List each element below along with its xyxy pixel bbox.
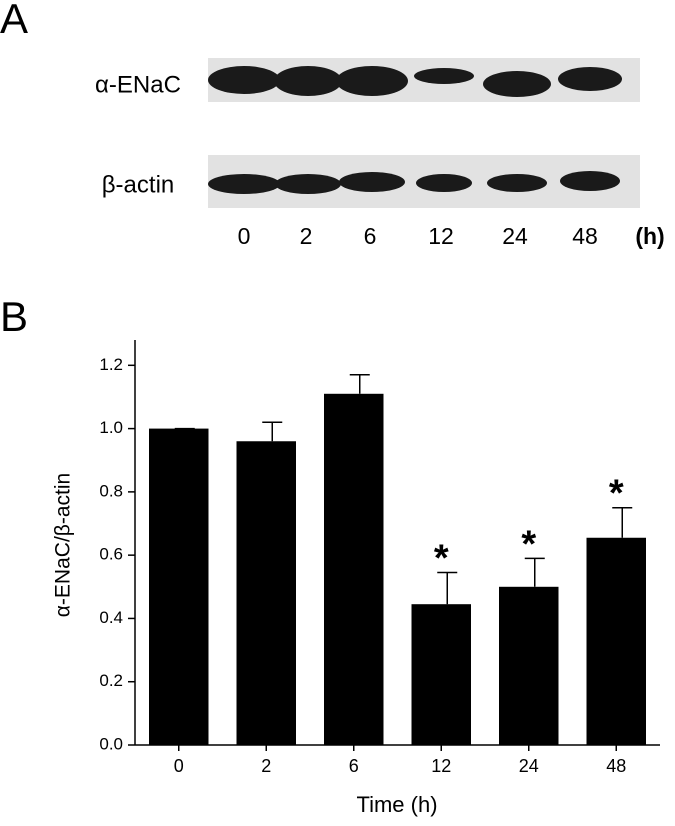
lane-label: 2 [300,223,313,249]
bar [586,537,646,745]
error-bar [349,374,370,394]
panel-label: B [0,293,28,340]
panel-label: A [0,0,28,42]
y-tick-label: 0.6 [99,545,123,564]
x-tick-label: 0 [174,756,184,776]
y-tick-label: 1.0 [99,418,123,437]
y-tick-label: 0.0 [99,734,123,753]
y-tick-label: 0.8 [99,481,123,500]
bar [411,604,471,745]
bar [499,586,559,745]
x-tick-label: 48 [606,756,626,776]
unit-label: (h) [635,223,664,249]
x-tick-label: 2 [261,756,271,776]
x-tick-label: 12 [431,756,451,776]
x-tick-label: 24 [519,756,539,776]
bar [324,393,384,745]
lane-label: 12 [428,223,454,249]
error-bar [437,571,458,605]
significance-mark: * [609,473,624,515]
y-axis-label: α-ENaC/β-actin [52,473,75,617]
x-tick-label: 6 [349,756,359,776]
lane-label: 6 [364,223,377,249]
row-label: α-ENaC [95,71,181,98]
y-tick-label: 1.2 [99,355,123,374]
significance-mark: * [521,523,536,565]
lane-label: 0 [238,223,251,249]
error-bar [524,557,545,587]
x-axis-label: Time (h) [356,792,437,817]
error-bar [612,506,633,538]
bar [149,428,209,745]
row-label: β-actin [102,171,175,198]
error-bar [262,421,283,442]
blot [208,58,640,208]
y-tick-label: 0.4 [99,608,123,627]
significance-mark: * [434,538,449,580]
y-tick-label: 0.2 [99,671,123,690]
bar [236,441,296,745]
lane-label: 48 [572,223,598,249]
lane-label: 24 [502,223,528,249]
